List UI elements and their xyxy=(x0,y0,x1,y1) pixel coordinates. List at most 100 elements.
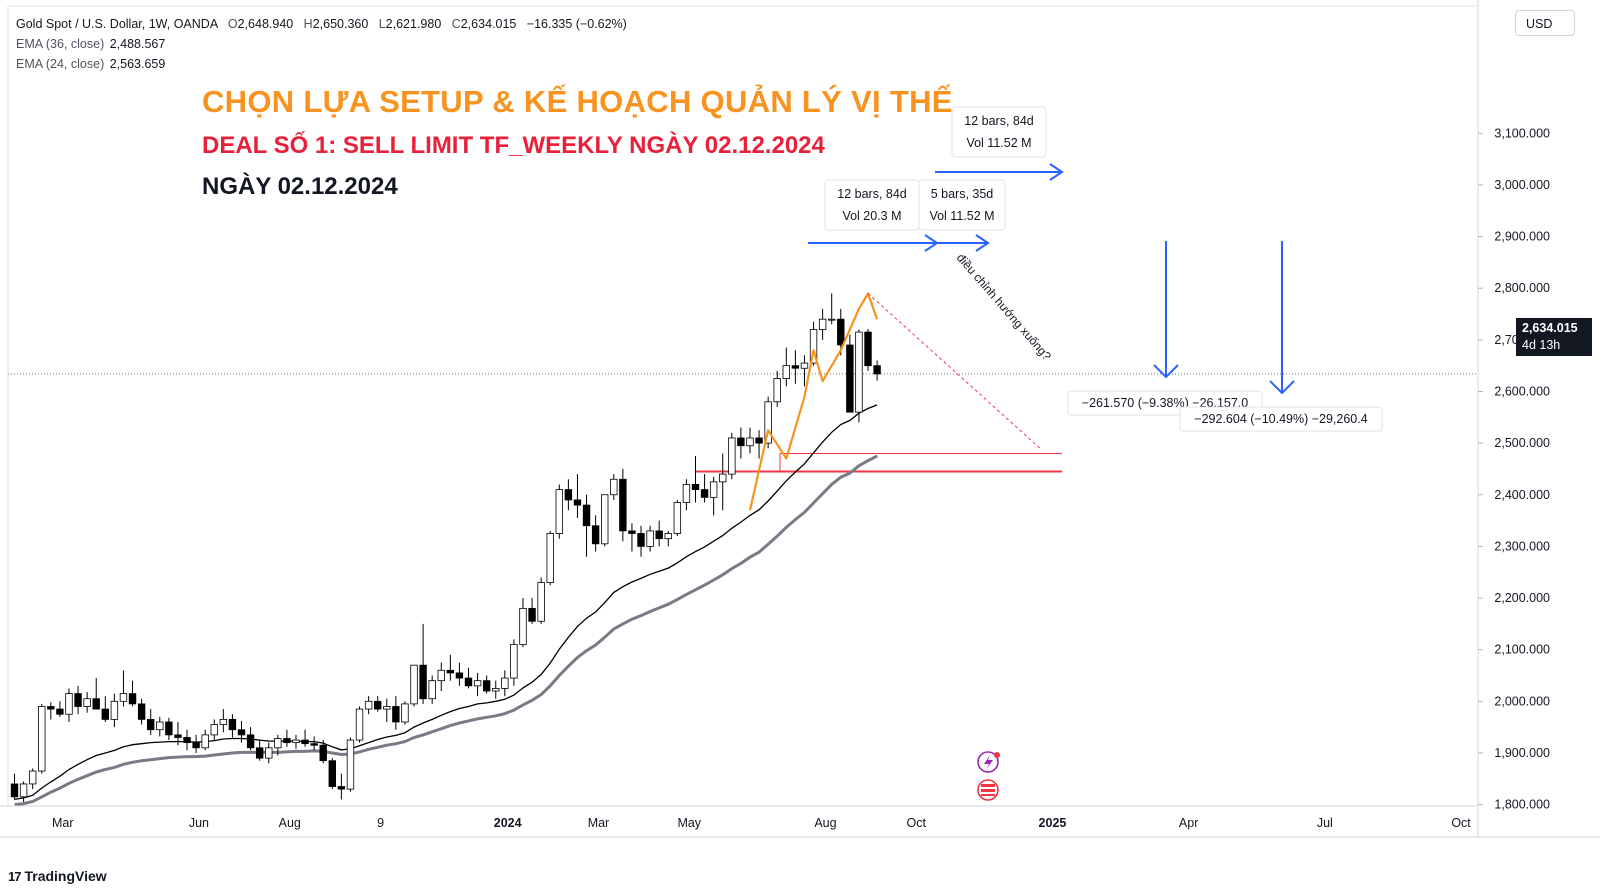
title-date: NGÀY 02.12.2024 xyxy=(202,173,398,200)
ema24-value: 2,563.659 xyxy=(109,57,166,71)
down-arrow-2-head xyxy=(1269,380,1295,395)
x-tick-label: 2025 xyxy=(1039,816,1067,830)
candle-body xyxy=(682,484,691,503)
candle-body xyxy=(755,437,763,444)
candle-body xyxy=(319,744,327,762)
x-tick-label: Jun xyxy=(189,816,209,830)
candle-body xyxy=(519,607,527,645)
y-tick-label: 2,500.000 xyxy=(1494,436,1550,450)
candle-body xyxy=(737,437,745,447)
tradingview-logo-icon: 17 xyxy=(8,868,22,884)
y-tick-label: 1,900.000 xyxy=(1494,746,1550,760)
candle-body xyxy=(555,489,563,534)
legend-symbol-row[interactable]: Gold Spot / U.S. Dollar, 1W, OANDA O2,64… xyxy=(16,14,627,34)
candle-body xyxy=(709,481,718,498)
pattern-zigzag xyxy=(748,292,879,511)
candle-body xyxy=(192,742,200,749)
low-label: L xyxy=(378,17,386,31)
candle-body xyxy=(746,437,754,447)
candle-body xyxy=(582,504,591,527)
info-box-1: 12 bars, 84d Vol 20.3 M xyxy=(824,179,920,231)
us-flag-stripe xyxy=(981,784,995,787)
candle-body xyxy=(201,734,209,749)
us-flag-stripe xyxy=(981,789,995,792)
lightning-icon-dot xyxy=(994,752,1000,758)
candle-body xyxy=(65,693,73,715)
candle-body xyxy=(619,478,627,532)
bar-countdown: 4d 13h xyxy=(1522,338,1561,352)
candle-body xyxy=(292,739,300,744)
candle-body xyxy=(38,706,46,772)
currency-selector[interactable]: USD xyxy=(1515,10,1575,36)
candle-body xyxy=(655,530,663,540)
candle-body xyxy=(283,738,291,744)
x-tick-label: Aug xyxy=(279,816,301,830)
info-box-1-line1: 12 bars, 84d xyxy=(837,187,907,201)
legend-ema24-row[interactable]: EMA (24, close) 2,563.659 xyxy=(16,54,627,74)
price-series xyxy=(10,293,881,807)
x-tick-label: Mar xyxy=(52,816,74,830)
y-tick-label: 2,300.000 xyxy=(1494,539,1550,553)
candle-body xyxy=(664,533,672,540)
candle-body xyxy=(828,318,836,321)
high-label: H xyxy=(303,17,313,31)
y-tick-label: 2,400.000 xyxy=(1494,488,1550,502)
candle-body xyxy=(537,582,545,622)
info-box-3: 12 bars, 84d Vol 11.52 M xyxy=(951,106,1047,158)
candle-body xyxy=(228,718,237,731)
candle-body xyxy=(646,530,654,547)
candle-body xyxy=(56,708,64,715)
y-tick-label: 3,100.000 xyxy=(1494,126,1550,140)
x-tick-label: Aug xyxy=(814,816,836,830)
candle-body xyxy=(337,786,346,790)
x-tick-label: Mar xyxy=(588,816,610,830)
candle-body xyxy=(528,607,536,622)
candle-body xyxy=(482,680,491,692)
candle-body xyxy=(83,698,91,707)
candle-body xyxy=(591,525,600,545)
candle-body xyxy=(510,644,518,679)
candle-body xyxy=(791,365,800,369)
candle-body xyxy=(419,664,427,700)
candle-body xyxy=(700,489,709,498)
last-price-tag: 2,634.015 4d 13h xyxy=(1516,318,1592,356)
candle-body xyxy=(782,365,790,379)
y-tick-label: 3,000.000 xyxy=(1494,178,1550,192)
candle-body xyxy=(255,747,264,759)
candle-body xyxy=(464,677,473,687)
info-box-2-line1: 5 bars, 35d xyxy=(931,187,994,201)
candle-body xyxy=(492,688,500,692)
x-tick-label: Apr xyxy=(1179,816,1198,830)
open-label: O xyxy=(227,17,238,31)
candle-body xyxy=(373,700,382,710)
range-arrow-2-head xyxy=(975,234,990,252)
x-tick-label: Jul xyxy=(1317,816,1333,830)
symbol-label: Gold Spot / U.S. Dollar, 1W, OANDA xyxy=(16,17,218,31)
candle-body xyxy=(210,724,218,736)
candle-body xyxy=(74,693,82,707)
tradingview-logo[interactable]: 17 TradingView xyxy=(8,868,107,884)
candle-body xyxy=(10,783,19,798)
info-box-1-line2: Vol 20.3 M xyxy=(842,209,901,223)
candle-body xyxy=(564,489,573,501)
candle-body xyxy=(274,738,282,749)
candle-body xyxy=(546,533,554,583)
candle-body xyxy=(183,737,191,744)
open-value: 2,648.940 xyxy=(237,17,294,31)
candle-body xyxy=(401,703,409,723)
candle-body xyxy=(219,718,228,725)
candle-body xyxy=(601,494,609,545)
candle-body xyxy=(864,331,872,367)
legend-ema36-row[interactable]: EMA (36, close) 2,488.567 xyxy=(16,34,627,54)
candle-body xyxy=(346,739,355,790)
down-arrow-1-head xyxy=(1153,364,1179,379)
measure-box-2: −292.604 (−10.49%) −29,260.4 xyxy=(1179,406,1383,432)
candle-body xyxy=(28,770,37,785)
candle-body xyxy=(446,669,455,674)
us-flag-stripe xyxy=(981,794,995,796)
us-flag-icon xyxy=(977,779,999,801)
candle-body xyxy=(328,760,336,787)
guides xyxy=(8,373,1478,473)
y-tick-label: 1,800.000 xyxy=(1494,798,1550,812)
